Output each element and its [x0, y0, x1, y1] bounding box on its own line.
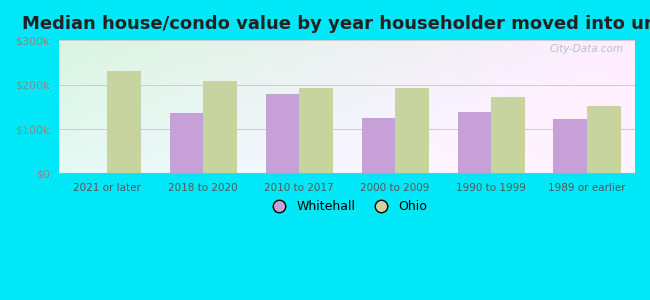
Bar	[107, 71, 141, 173]
Title: Median house/condo value by year householder moved into unit: Median house/condo value by year househo…	[23, 15, 650, 33]
Bar	[299, 88, 333, 173]
Bar	[458, 112, 491, 173]
Bar	[361, 118, 395, 173]
Legend: Whitehall, Ohio: Whitehall, Ohio	[262, 195, 432, 218]
Bar	[266, 94, 299, 173]
Text: City-Data.com: City-Data.com	[549, 44, 623, 54]
Bar	[203, 81, 237, 173]
Bar	[587, 106, 621, 173]
Bar	[553, 119, 587, 173]
Bar	[491, 97, 525, 173]
Bar	[395, 88, 429, 173]
Bar	[170, 113, 203, 173]
